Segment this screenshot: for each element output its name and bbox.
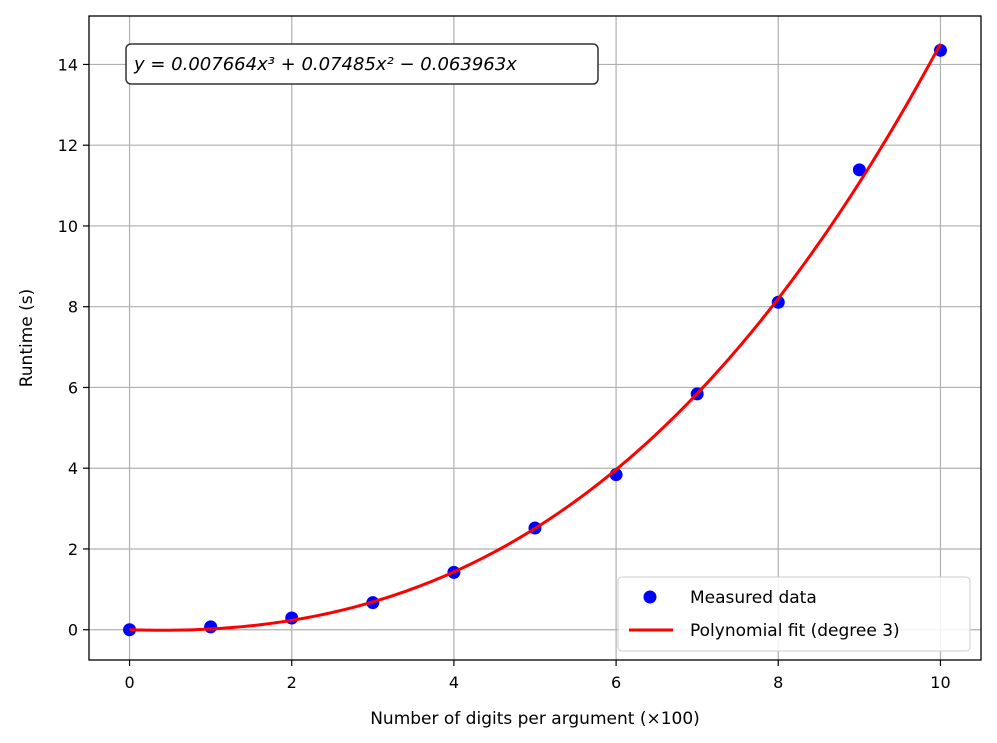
legend-label-fit: Polynomial fit (degree 3) xyxy=(690,621,900,641)
fit-line xyxy=(129,43,942,632)
legend: Measured data Polynomial fit (degree 3) xyxy=(617,576,971,652)
x-tick-label: 8 xyxy=(773,673,783,692)
legend-box xyxy=(617,576,971,652)
data-point xyxy=(771,295,785,309)
x-tick-label: 6 xyxy=(611,673,621,692)
data-point xyxy=(204,620,218,634)
equation-text: y = 0.007664x³ + 0.07485x² − 0.063963x xyxy=(133,54,517,75)
x-tick-label: 0 xyxy=(124,673,134,692)
legend-marker-measured xyxy=(643,590,657,604)
x-axis-label: Number of digits per argument (×100) xyxy=(370,709,700,729)
legend-label-measured: Measured data xyxy=(690,588,817,608)
data-point xyxy=(123,623,137,637)
y-tick-label: 8 xyxy=(68,298,78,317)
x-tick-label: 2 xyxy=(287,673,297,692)
y-tick-label: 4 xyxy=(68,459,78,478)
y-axis-label: Runtime (s) xyxy=(17,289,37,388)
data-point xyxy=(852,163,866,177)
y-tick-label: 10 xyxy=(58,217,78,236)
y-tick-label: 0 xyxy=(68,621,78,640)
equation-box xyxy=(125,43,599,85)
y-tick-label: 6 xyxy=(68,378,78,397)
equation-annotation: y = 0.007664x³ + 0.07485x² − 0.063963x xyxy=(125,43,599,85)
x-tick-label: 10 xyxy=(930,673,950,692)
plot-frame xyxy=(88,15,982,661)
x-tick-label: 4 xyxy=(449,673,459,692)
y-tick-label: 2 xyxy=(68,540,78,559)
series-layer xyxy=(123,43,947,637)
y-tick-label: 12 xyxy=(58,136,78,155)
ticks: 0 2 4 6 8 10 0 2 4 6 8 10 12 14 xyxy=(58,55,951,692)
y-tick-label: 14 xyxy=(58,55,78,74)
